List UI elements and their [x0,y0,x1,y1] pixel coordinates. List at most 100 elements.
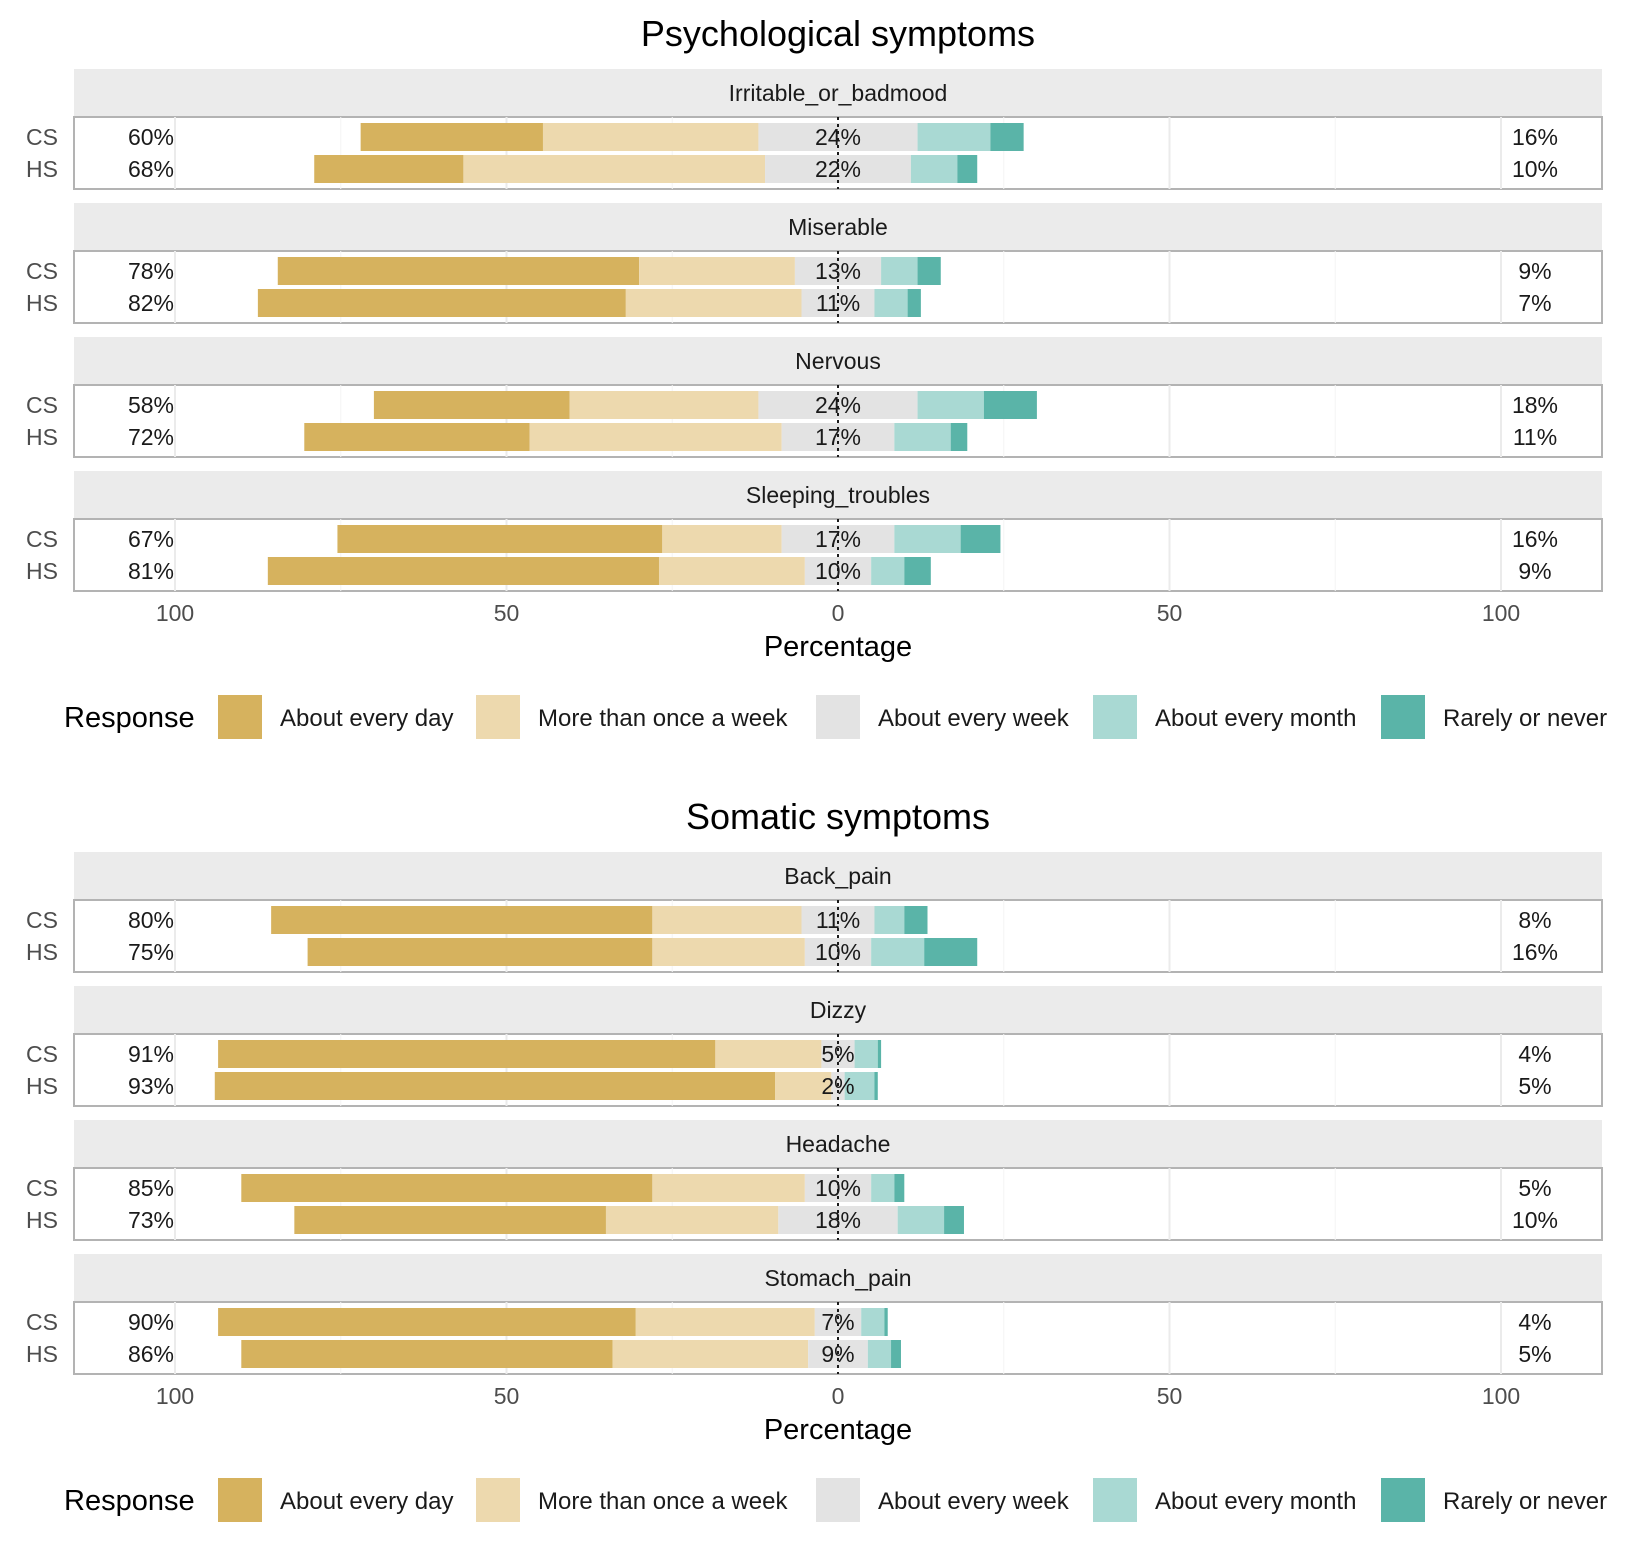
legend-key-3 [816,1478,860,1522]
bar-segment-2 [605,1206,779,1234]
bar-segment-5 [877,1040,882,1068]
group-label: HS [26,939,58,965]
bar-segment-4 [917,123,991,151]
bar-segment-1 [277,257,640,285]
left-percent-label: 60% [128,124,174,150]
bar-segment-5 [894,1174,905,1202]
bar-segment-4 [910,155,958,183]
bar-segment-5 [884,1308,888,1336]
bar-segment-2 [635,1308,815,1336]
group-label: CS [26,1041,58,1067]
facet-label: Back_pain [784,863,891,889]
bar-segment-4 [871,1174,895,1202]
legend-label: About every month [1155,1488,1356,1515]
left-percent-label: 86% [128,1341,174,1367]
bar-segment-1 [360,123,543,151]
facet-strip [74,337,1602,385]
legend-label: More than once a week [538,705,788,732]
right-percent-label: 8% [1518,907,1551,933]
facet-strip [74,69,1602,117]
group-label: HS [26,1341,58,1367]
right-percent-label: 9% [1518,258,1551,284]
legend-key-1 [218,695,262,739]
legend-title: Response [64,1485,195,1517]
legend-label: About every week [878,705,1070,732]
bar-segment-4 [917,391,984,419]
bar-segment-1 [257,289,626,317]
bar-segment-1 [304,423,530,451]
bar-segment-2 [625,289,802,317]
right-percent-label: 18% [1512,392,1558,418]
bar-segment-1 [214,1072,776,1100]
legend-key-2 [476,695,520,739]
facet-strip [74,471,1602,519]
bar-segment-1 [337,525,663,553]
left-percent-label: 91% [128,1041,174,1067]
right-percent-label: 9% [1518,558,1551,584]
left-percent-label: 90% [128,1309,174,1335]
facet-label: Sleeping_troubles [746,482,930,508]
chart-title: Psychological symptoms [641,13,1035,54]
bar-segment-2 [569,391,759,419]
x-tick-label: 50 [1157,600,1183,626]
bar-segment-1 [373,391,570,419]
facet-label: Headache [786,1131,891,1157]
bar-segment-2 [775,1072,832,1100]
bar-segment-4 [871,557,905,585]
right-percent-label: 16% [1512,526,1558,552]
group-label: CS [26,258,58,284]
bar-segment-1 [241,1174,653,1202]
right-percent-label: 11% [1513,424,1557,450]
bar-segment-4 [897,1206,945,1234]
bar-segment-1 [218,1040,716,1068]
x-axis-title: Percentage [764,631,912,663]
bar-segment-2 [652,938,805,966]
group-label: CS [26,392,58,418]
legend-label: About every week [878,1488,1070,1515]
facet-strip [74,203,1602,251]
bar-segment-4 [894,423,951,451]
facet-label: Irritable_or_badmood [729,80,948,106]
legend-key-5 [1381,1478,1425,1522]
group-label: HS [26,558,58,584]
bar-segment-2 [612,1340,809,1368]
legend-key-3 [816,695,860,739]
facet-strip [74,986,1602,1034]
bar-segment-2 [639,257,795,285]
left-percent-label: 58% [128,392,174,418]
bar-segment-1 [267,557,659,585]
bar-segment-5 [907,289,921,317]
x-tick-label: 100 [1482,1383,1520,1409]
right-percent-label: 16% [1512,124,1558,150]
bar-segment-5 [983,391,1037,419]
bar-segment-2 [463,155,766,183]
left-percent-label: 80% [128,907,174,933]
group-label: HS [26,290,58,316]
bar-segment-2 [715,1040,822,1068]
left-percent-label: 82% [128,290,174,316]
bar-segment-2 [662,525,782,553]
legend-label: More than once a week [538,1488,788,1515]
bar-segment-4 [871,938,925,966]
bar-segment-5 [874,1072,878,1100]
legend-label: Rarely or never [1443,705,1607,732]
bar-segment-2 [658,557,805,585]
left-percent-label: 68% [128,156,174,182]
bar-segment-1 [241,1340,613,1368]
x-tick-label: 100 [1482,600,1520,626]
legend-label: About every day [280,1488,453,1515]
bar-segment-4 [867,1340,892,1368]
right-percent-label: 4% [1518,1041,1551,1067]
bar-segment-5 [944,1206,964,1234]
x-tick-label: 0 [832,600,845,626]
group-label: CS [26,1175,58,1201]
left-percent-label: 73% [128,1207,174,1233]
x-tick-label: 100 [156,600,194,626]
right-percent-label: 10% [1512,156,1558,182]
legend-label: About every day [280,705,453,732]
legend-label: About every month [1155,705,1356,732]
bar-segment-5 [904,557,931,585]
legend-key-4 [1093,1478,1137,1522]
left-percent-label: 72% [128,424,174,450]
